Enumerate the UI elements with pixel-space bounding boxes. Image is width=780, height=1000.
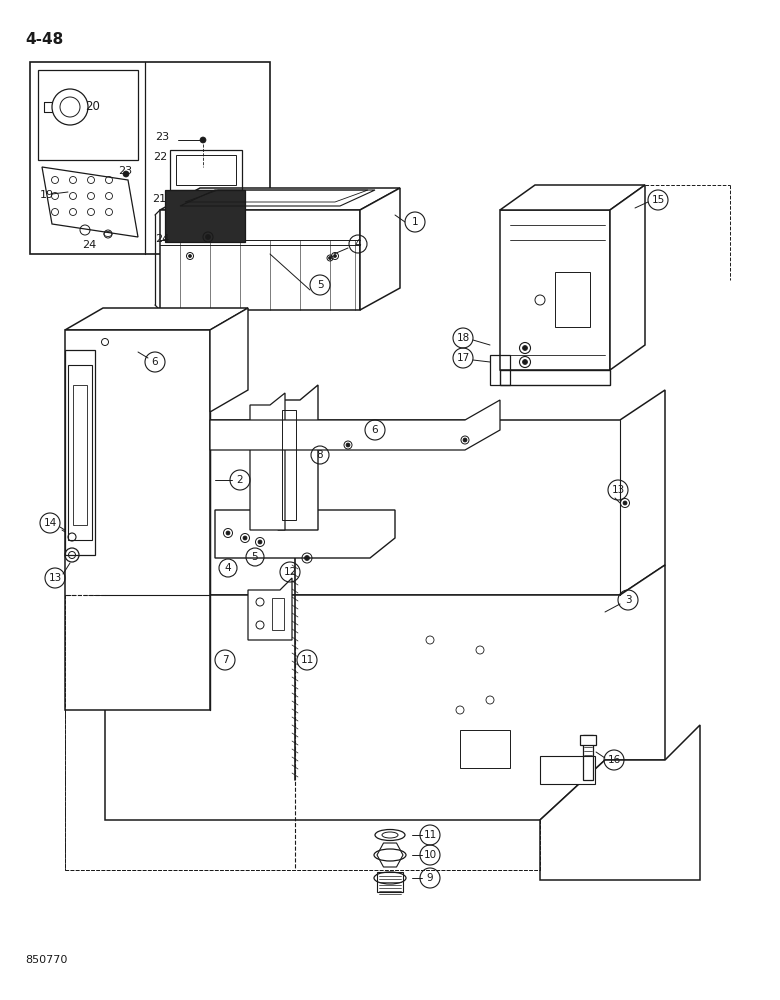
Polygon shape (250, 393, 285, 530)
Text: 4: 4 (225, 563, 232, 573)
Bar (580, 735, 596, 745)
Text: 14: 14 (44, 518, 57, 528)
Text: 19: 19 (40, 190, 54, 200)
Text: 23: 23 (118, 166, 132, 176)
Circle shape (243, 536, 247, 540)
Text: 22: 22 (153, 152, 167, 162)
Circle shape (189, 254, 192, 257)
Polygon shape (500, 185, 645, 210)
Text: 6: 6 (151, 357, 158, 367)
Text: 1: 1 (412, 217, 418, 227)
Text: 8: 8 (317, 450, 324, 460)
Polygon shape (65, 350, 95, 555)
Text: 2: 2 (236, 475, 243, 485)
Circle shape (200, 137, 206, 143)
Polygon shape (540, 725, 700, 880)
Circle shape (346, 443, 350, 447)
Text: 10: 10 (424, 850, 437, 860)
Circle shape (258, 540, 262, 544)
Circle shape (328, 256, 332, 259)
Text: 24: 24 (155, 234, 169, 244)
Text: 11: 11 (424, 830, 437, 840)
Polygon shape (105, 565, 665, 820)
Text: 5: 5 (252, 552, 258, 562)
Polygon shape (160, 210, 360, 310)
Polygon shape (210, 390, 665, 595)
Text: 16: 16 (608, 755, 621, 765)
Bar (68, 365, 92, 540)
Polygon shape (210, 308, 248, 412)
Circle shape (334, 254, 336, 257)
Text: 13: 13 (612, 485, 625, 495)
Bar (170, 150, 242, 190)
Text: 11: 11 (300, 655, 314, 665)
Text: 20: 20 (85, 100, 100, 113)
Circle shape (205, 234, 211, 239)
Bar (38, 70, 138, 160)
Bar (460, 730, 510, 768)
Polygon shape (215, 510, 395, 558)
Text: 15: 15 (651, 195, 665, 205)
Polygon shape (360, 188, 400, 310)
Polygon shape (65, 330, 210, 710)
Text: 12: 12 (283, 567, 296, 577)
Text: 24: 24 (82, 240, 96, 250)
Text: 5: 5 (317, 280, 324, 290)
Polygon shape (278, 385, 318, 530)
Text: 18: 18 (456, 333, 470, 343)
Bar (165, 190, 245, 242)
Circle shape (623, 501, 627, 505)
Text: 4-48: 4-48 (25, 32, 63, 47)
Bar (73, 385, 87, 525)
Bar (583, 735, 593, 780)
Bar (377, 872, 403, 892)
Polygon shape (248, 578, 292, 640)
Text: 7: 7 (222, 655, 229, 665)
Circle shape (226, 531, 230, 535)
Circle shape (523, 346, 527, 351)
Text: 850770: 850770 (25, 955, 67, 965)
Bar (282, 410, 296, 520)
Bar (176, 155, 236, 185)
Bar (30, 62, 270, 254)
Text: 23: 23 (155, 132, 169, 142)
Text: 6: 6 (372, 425, 378, 435)
Polygon shape (500, 210, 610, 370)
Text: 13: 13 (48, 573, 62, 583)
Polygon shape (210, 400, 500, 450)
Circle shape (123, 171, 129, 177)
Polygon shape (610, 185, 645, 370)
Text: 9: 9 (427, 873, 434, 883)
Bar (272, 598, 284, 630)
Polygon shape (160, 188, 400, 210)
Text: 4: 4 (355, 239, 361, 249)
Circle shape (304, 556, 310, 560)
Circle shape (463, 438, 467, 442)
Text: 17: 17 (456, 353, 470, 363)
Polygon shape (65, 308, 248, 330)
Text: 3: 3 (625, 595, 631, 605)
Bar (540, 756, 595, 784)
Bar (555, 272, 590, 327)
Text: 21: 21 (152, 194, 166, 204)
Circle shape (523, 360, 527, 364)
